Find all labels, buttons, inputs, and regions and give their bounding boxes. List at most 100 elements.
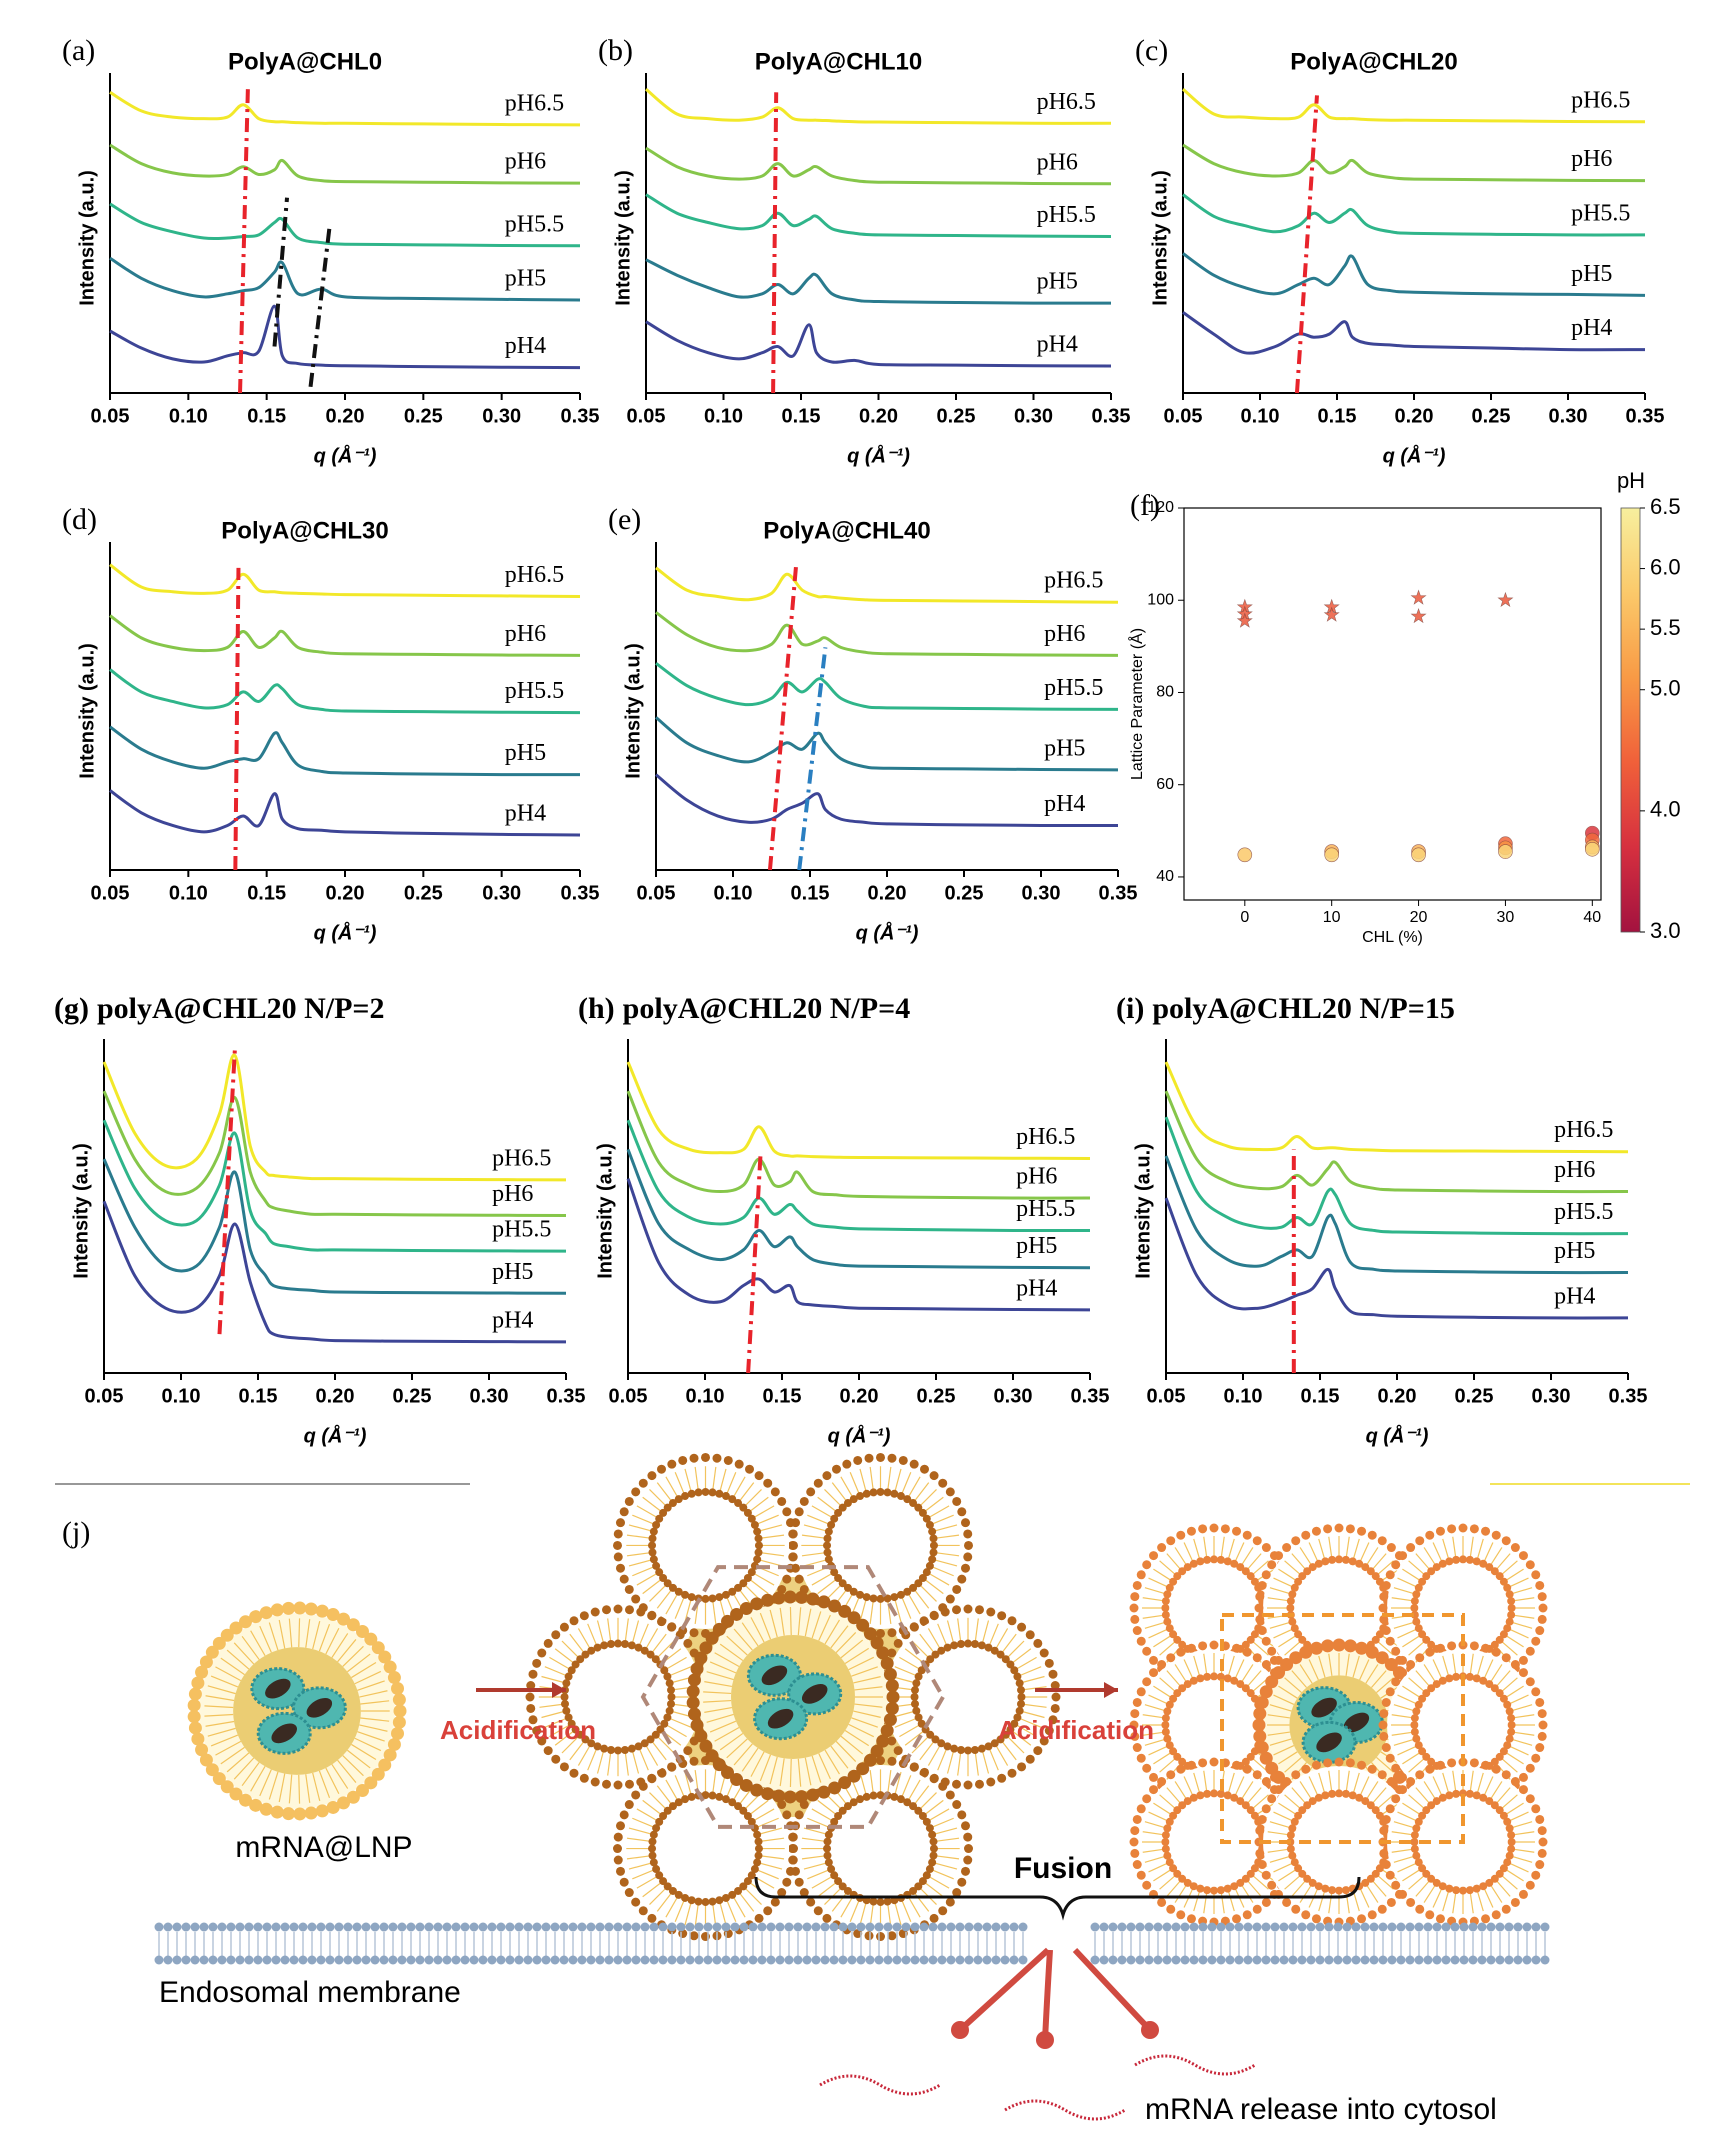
lipid-tail (694, 1902, 699, 1928)
lipid-head (1272, 1666, 1286, 1680)
lipid-head (663, 1806, 672, 1815)
membrane-head (1351, 1922, 1361, 1932)
membrane-head (1315, 1955, 1325, 1965)
lipid-head (1535, 1860, 1545, 1870)
lipid-head (843, 1802, 852, 1811)
lipid-head (576, 1655, 585, 1664)
lipid-head (1341, 1555, 1350, 1564)
lipid-head (1169, 1864, 1178, 1873)
lipid-tail (628, 1862, 653, 1870)
lipid-head (712, 1622, 726, 1636)
lipid-head (1257, 1580, 1267, 1590)
lipid-tail (1359, 1886, 1370, 1908)
lipid-tail (587, 1747, 598, 1771)
series-label: pH6.5 (1016, 1124, 1075, 1150)
lipid-tail (1153, 1802, 1173, 1816)
lipid-tail (1159, 1874, 1177, 1890)
membrane-head (541, 1922, 551, 1932)
lipid-head (876, 1594, 885, 1603)
lipid-head (986, 1777, 996, 1787)
lipid-head (1510, 1543, 1520, 1553)
x-tick-label: 0.25 (917, 1385, 956, 1407)
curve (102, 1200, 567, 1344)
lipid-tail (632, 1868, 656, 1880)
lipid-head (1130, 1848, 1140, 1858)
lipid-head (853, 1455, 863, 1465)
lipid-head (1367, 1764, 1377, 1774)
lipid-head (883, 1488, 892, 1497)
lnp-lumen (1294, 1563, 1384, 1653)
lipid-tail (811, 1505, 834, 1519)
panel-title: (h) polyA@CHL20 N/P=4 (578, 992, 910, 1025)
membrane-head (973, 1955, 983, 1965)
lipid-tail (854, 1686, 883, 1691)
membrane-head (406, 1922, 416, 1932)
lipid-head (1136, 1753, 1146, 1763)
membrane-head (622, 1922, 632, 1932)
lipid-head (1210, 1886, 1218, 1895)
lipid-head (649, 1830, 658, 1839)
lipid-head (890, 1792, 899, 1801)
lipid-head (743, 1877, 752, 1886)
lipid-tail (859, 1597, 867, 1623)
lipid-tail (927, 1743, 942, 1766)
lipid-head (649, 1555, 658, 1564)
membrane-head (820, 1922, 830, 1932)
x-tick-label: 0.35 (1092, 405, 1131, 427)
lipid-head (945, 1487, 955, 1497)
lipid-head (1161, 1597, 1170, 1606)
lipid-head (1414, 1741, 1423, 1750)
lipid-head (1290, 1583, 1299, 1592)
x-axis-label: q (Å⁻¹) (856, 920, 919, 944)
lipid-head (1445, 1884, 1454, 1893)
lipid-head (920, 1464, 929, 1474)
lipid-head (823, 1541, 832, 1550)
lipid-tail (1507, 1811, 1529, 1822)
membrane-head (1306, 1922, 1316, 1932)
lipid-head (1241, 1757, 1250, 1766)
membrane-head (379, 1922, 389, 1932)
lipid-head (794, 1877, 804, 1887)
lipid-head (1445, 1791, 1454, 1800)
mrna-strand (1004, 2099, 1126, 2121)
curve (1182, 143, 1646, 183)
series-label: pH5.5 (505, 678, 564, 704)
membrane-head (1297, 1955, 1307, 1965)
membrane-head (766, 1955, 776, 1965)
lipid-head (856, 1762, 870, 1776)
lipid-tail (1148, 1577, 1170, 1588)
lipid-head (1406, 1897, 1416, 1907)
lipid-head (1303, 1567, 1312, 1576)
lipid-head (806, 1897, 816, 1907)
panel-letter: (e) (608, 503, 641, 536)
membrane-head (721, 1922, 731, 1932)
lipid-tail (801, 1551, 827, 1557)
lipid-head (886, 1690, 900, 1704)
lipid-head (1288, 1824, 1297, 1833)
lipid-head (952, 1800, 962, 1810)
lipid-head (648, 1851, 657, 1860)
lipid-head (1490, 1567, 1499, 1576)
membrane-head (748, 1922, 758, 1932)
membrane-head (1378, 1922, 1388, 1932)
series-label: pH6.5 (505, 562, 564, 588)
guide-line (233, 567, 241, 871)
lipid-tail (1273, 1694, 1295, 1705)
lipid-head (789, 1844, 798, 1854)
lipid-head (1499, 1747, 1508, 1756)
membrane-head (532, 1922, 542, 1932)
lipid-head (823, 1548, 832, 1557)
series-label: pH5 (1554, 1238, 1595, 1264)
lipid-head (961, 1866, 971, 1876)
mrna-core (1311, 1697, 1337, 1718)
lipid-head (909, 1802, 918, 1811)
membrane-head (343, 1922, 353, 1932)
lipid-head (730, 1607, 744, 1621)
lipid-head (922, 1871, 931, 1880)
lipid-head (708, 1791, 717, 1800)
lipid-head (864, 1453, 874, 1463)
lipid-head (1209, 1640, 1219, 1650)
lipid-tail (1291, 1787, 1307, 1805)
membrane-head (1261, 1922, 1271, 1932)
membrane-head (514, 1922, 524, 1932)
